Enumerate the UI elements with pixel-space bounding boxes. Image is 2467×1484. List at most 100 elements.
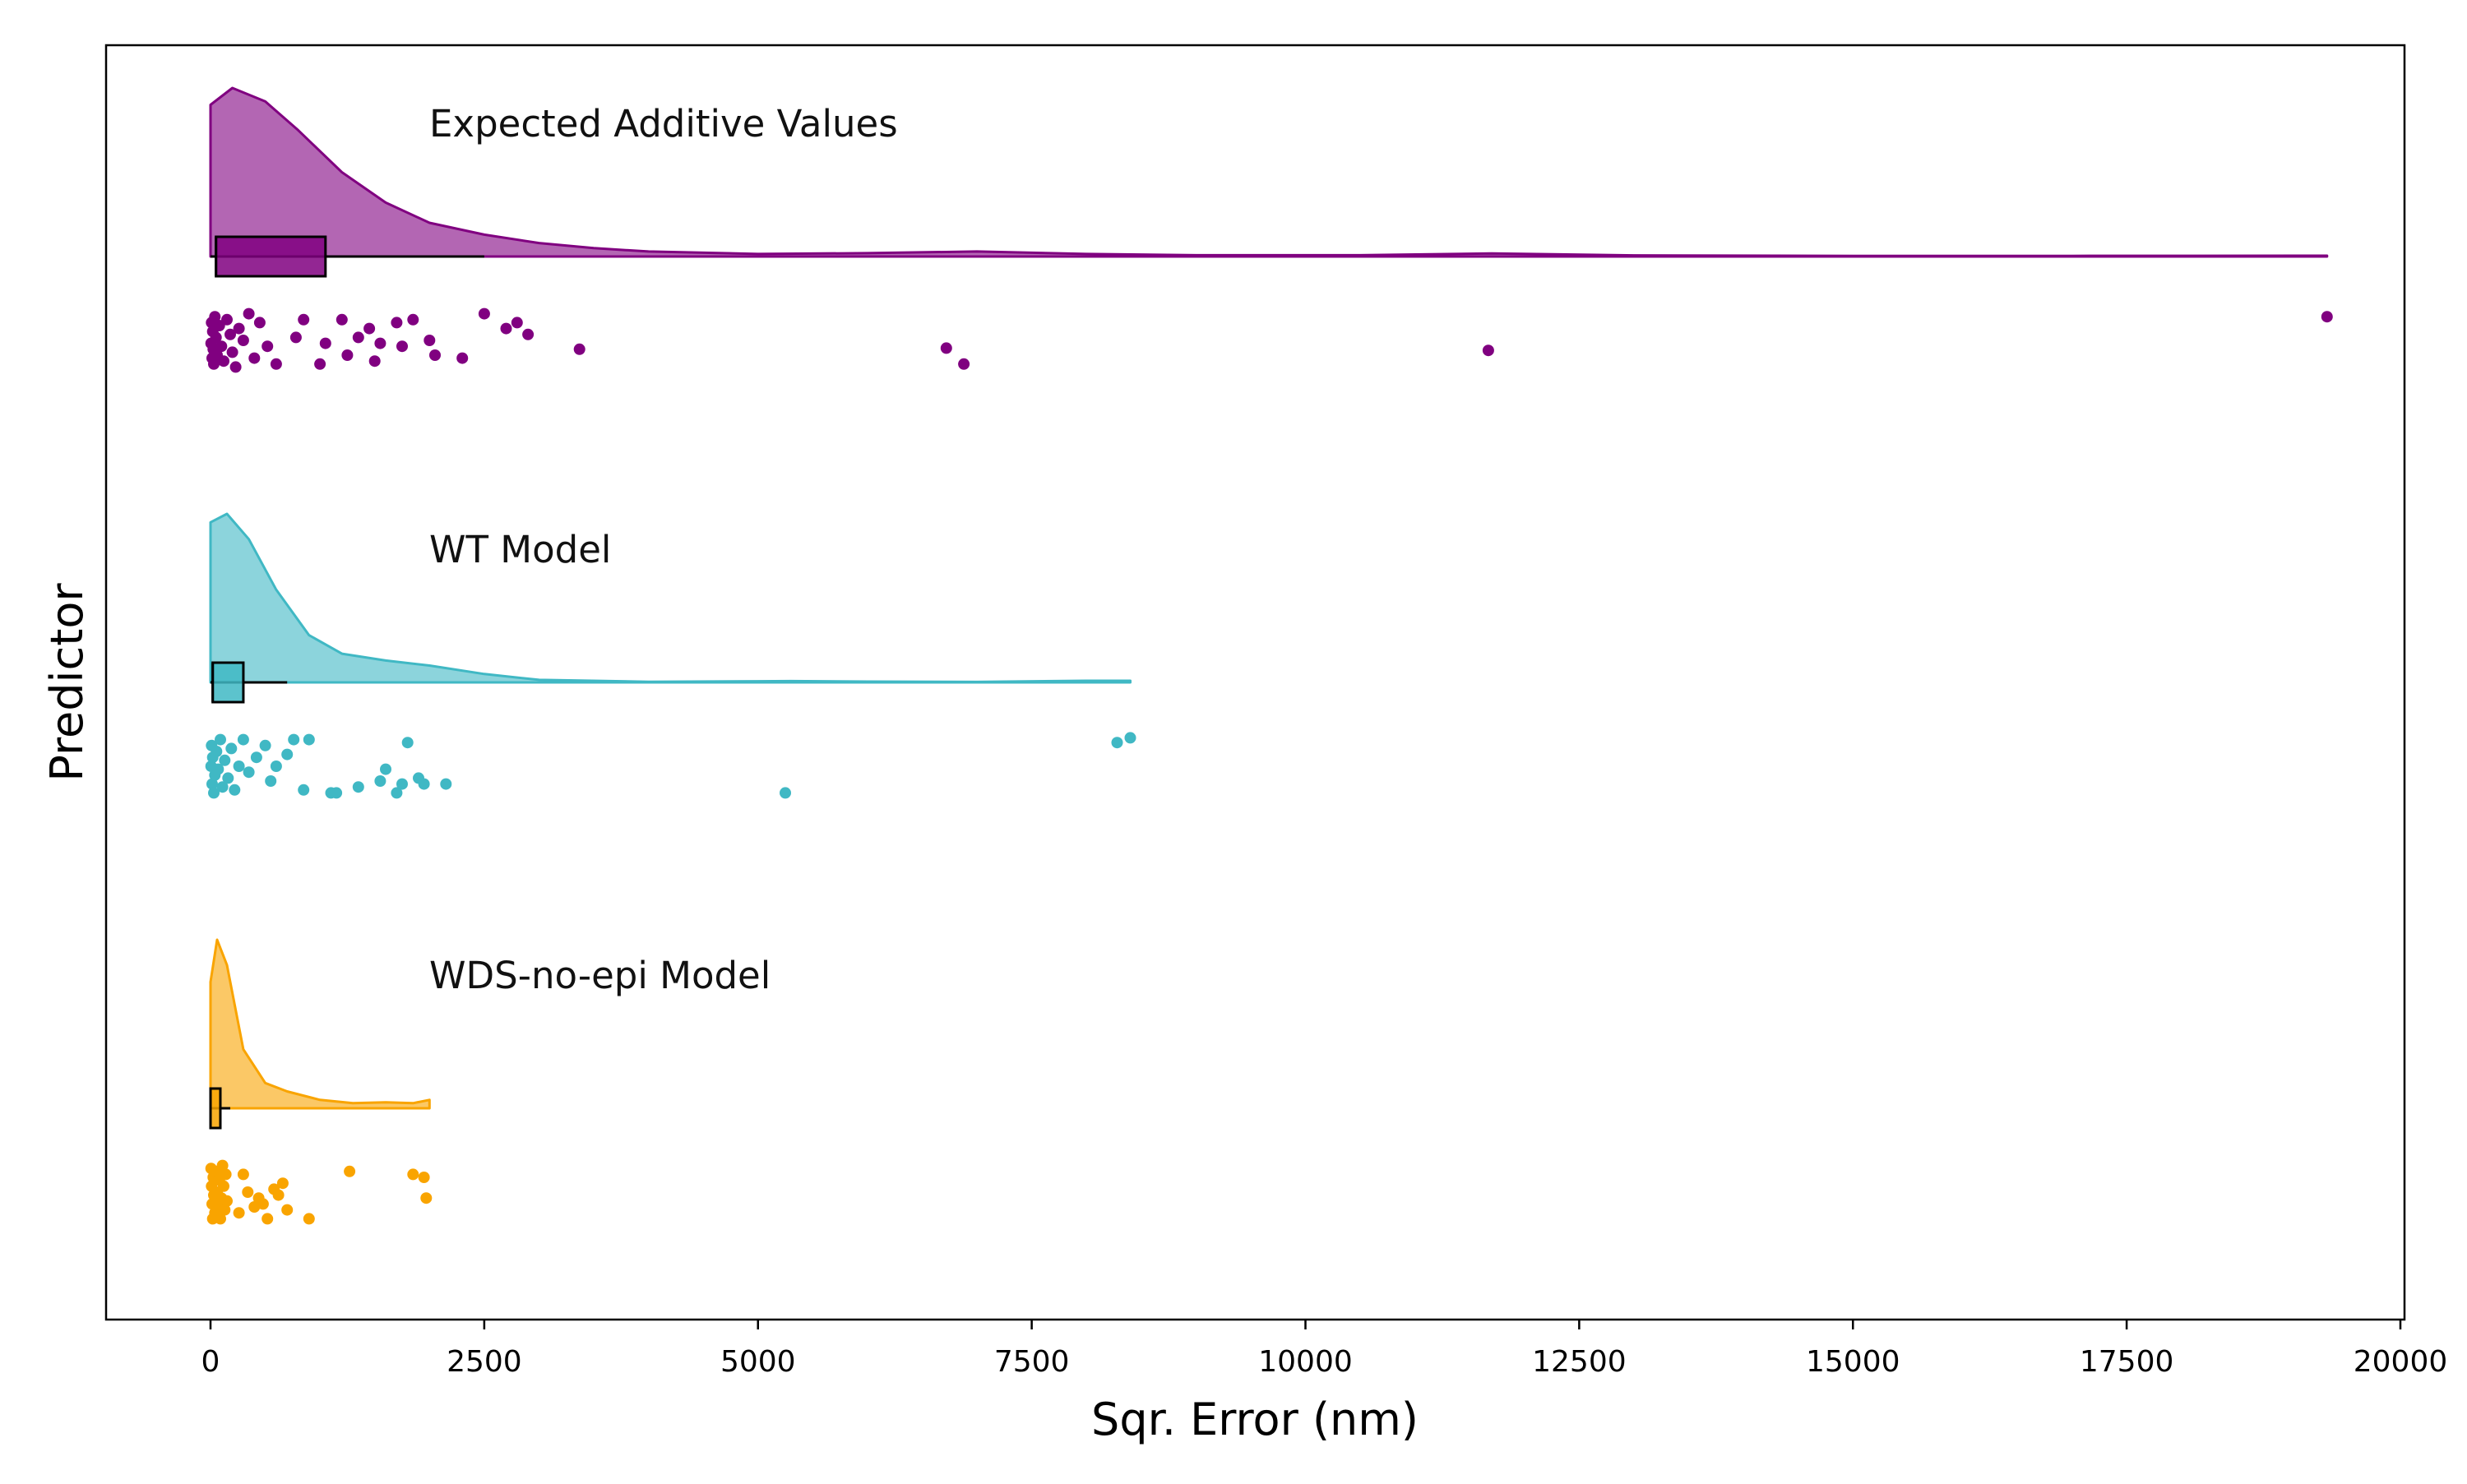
x-tick-label: 17500: [2080, 1345, 2174, 1379]
data-point-wt-model: [212, 763, 224, 775]
x-tick-label: 12500: [1532, 1345, 1627, 1379]
data-point-wds-no-epi-model: [218, 1180, 229, 1192]
box-iqr-wds-no-epi-model: [209, 1087, 222, 1130]
data-point-wt-model: [233, 760, 245, 772]
data-point-expected-additive-values: [209, 311, 221, 323]
data-point-expected-additive-values: [391, 317, 403, 329]
data-point-wt-model: [281, 748, 294, 760]
data-point-expected-additive-values: [341, 349, 354, 361]
data-point-expected-additive-values: [2321, 311, 2333, 323]
data-point-expected-additive-values: [270, 358, 282, 370]
data-point-wds-no-epi-model: [237, 1168, 249, 1181]
data-point-wt-model: [208, 787, 220, 799]
data-point-wt-model: [374, 775, 386, 787]
data-point-expected-additive-values: [522, 328, 535, 340]
data-point-expected-additive-values: [396, 340, 408, 353]
strip-points: [205, 307, 2333, 1225]
x-tick-label: 7500: [994, 1345, 1070, 1379]
data-point-expected-additive-values: [233, 322, 245, 335]
data-point-expected-additive-values: [573, 343, 586, 355]
data-point-wds-no-epi-model: [233, 1207, 245, 1219]
data-point-expected-additive-values: [215, 340, 228, 353]
data-point-wds-no-epi-model: [215, 1213, 226, 1225]
data-point-expected-additive-values: [478, 307, 490, 320]
box-iqr-expected-additive-values: [215, 235, 327, 278]
data-point-wds-no-epi-model: [262, 1213, 274, 1225]
data-point-wt-model: [215, 733, 226, 746]
data-point-expected-additive-values: [958, 358, 970, 370]
data-point-expected-additive-values: [226, 346, 238, 358]
data-point-wt-model: [418, 778, 430, 790]
data-point-expected-additive-values: [363, 322, 376, 335]
x-tick-label: 0: [201, 1345, 220, 1379]
data-point-wt-model: [288, 733, 300, 746]
data-point-expected-additive-values: [1482, 344, 1494, 357]
x-tick-label: 10000: [1258, 1345, 1353, 1379]
group-labels: Expected Additive Values WT Model WDS-no-e…: [429, 102, 898, 997]
data-point-wt-model: [298, 784, 310, 796]
x-axis-title: Sqr. Error (nm): [1091, 1394, 1419, 1445]
x-axis: 0 2500 5000 7500 10000 12500 15000 17500 20000: [201, 1320, 2447, 1379]
data-point-wds-no-epi-model: [420, 1192, 433, 1204]
data-point-expected-additive-values: [511, 317, 523, 329]
data-point-wds-no-epi-model: [216, 1159, 229, 1172]
data-point-wds-no-epi-model: [272, 1189, 285, 1201]
data-point-wds-no-epi-model: [257, 1198, 269, 1210]
data-point-wt-model: [265, 775, 277, 787]
data-point-expected-additive-values: [224, 328, 236, 340]
data-point-wds-no-epi-model: [276, 1177, 289, 1190]
data-point-wt-model: [259, 739, 271, 751]
data-point-expected-additive-values: [248, 352, 261, 364]
x-tick-label: 2500: [447, 1345, 522, 1379]
data-point-wt-model: [250, 751, 262, 764]
data-point-wt-model: [206, 778, 218, 790]
density-cloud-wt-model: [209, 512, 1132, 684]
data-point-wt-model: [396, 778, 408, 790]
density-cloud-wds-no-epi-model: [209, 938, 431, 1110]
x-tick-label: 15000: [1806, 1345, 1900, 1379]
data-point-expected-additive-values: [424, 335, 436, 346]
boxplots: [209, 235, 484, 1130]
data-point-expected-additive-values: [940, 342, 952, 354]
data-point-wt-model: [303, 733, 315, 746]
data-point-expected-additive-values: [500, 322, 512, 335]
data-point-wds-no-epi-model: [418, 1172, 430, 1183]
data-point-wt-model: [270, 760, 282, 772]
data-point-expected-additive-values: [210, 331, 222, 344]
data-point-expected-additive-values: [218, 355, 229, 368]
data-point-expected-additive-values: [319, 337, 331, 349]
group-label-wds-no-epi-model: WDS-no-epi Model: [429, 954, 771, 997]
data-point-wt-model: [380, 763, 391, 775]
data-point-wt-model: [1124, 732, 1136, 744]
group-label-expected-additive-values: Expected Additive Values: [429, 102, 898, 146]
data-point-expected-additive-values: [456, 352, 469, 364]
data-point-wt-model: [229, 784, 241, 796]
data-point-wt-model: [237, 733, 249, 746]
data-point-expected-additive-values: [221, 313, 233, 326]
data-point-wt-model: [243, 766, 255, 779]
data-point-expected-additive-values: [429, 349, 441, 361]
data-point-expected-additive-values: [374, 337, 386, 349]
data-point-wds-no-epi-model: [344, 1165, 356, 1177]
data-point-wt-model: [1111, 737, 1123, 749]
data-point-wt-model: [331, 787, 343, 799]
data-point-expected-additive-values: [352, 331, 364, 344]
data-point-wds-no-epi-model: [303, 1213, 315, 1225]
data-point-wt-model: [219, 754, 231, 766]
data-point-wds-no-epi-model: [221, 1195, 233, 1207]
data-point-wt-model: [211, 746, 223, 757]
density-clouds: [209, 86, 2329, 1110]
data-point-expected-additive-values: [237, 335, 249, 346]
data-point-wds-no-epi-model: [281, 1204, 294, 1216]
data-point-wds-no-epi-model: [242, 1186, 254, 1198]
data-point-wt-model: [440, 778, 452, 790]
data-point-expected-additive-values: [298, 313, 310, 326]
data-point-wt-model: [391, 787, 403, 799]
group-label-wt-model: WT Model: [429, 528, 611, 571]
y-axis-title: Predictor: [41, 583, 93, 782]
box-iqr-wt-model: [211, 661, 245, 704]
data-point-expected-additive-values: [253, 317, 266, 329]
data-point-expected-additive-values: [407, 313, 419, 326]
